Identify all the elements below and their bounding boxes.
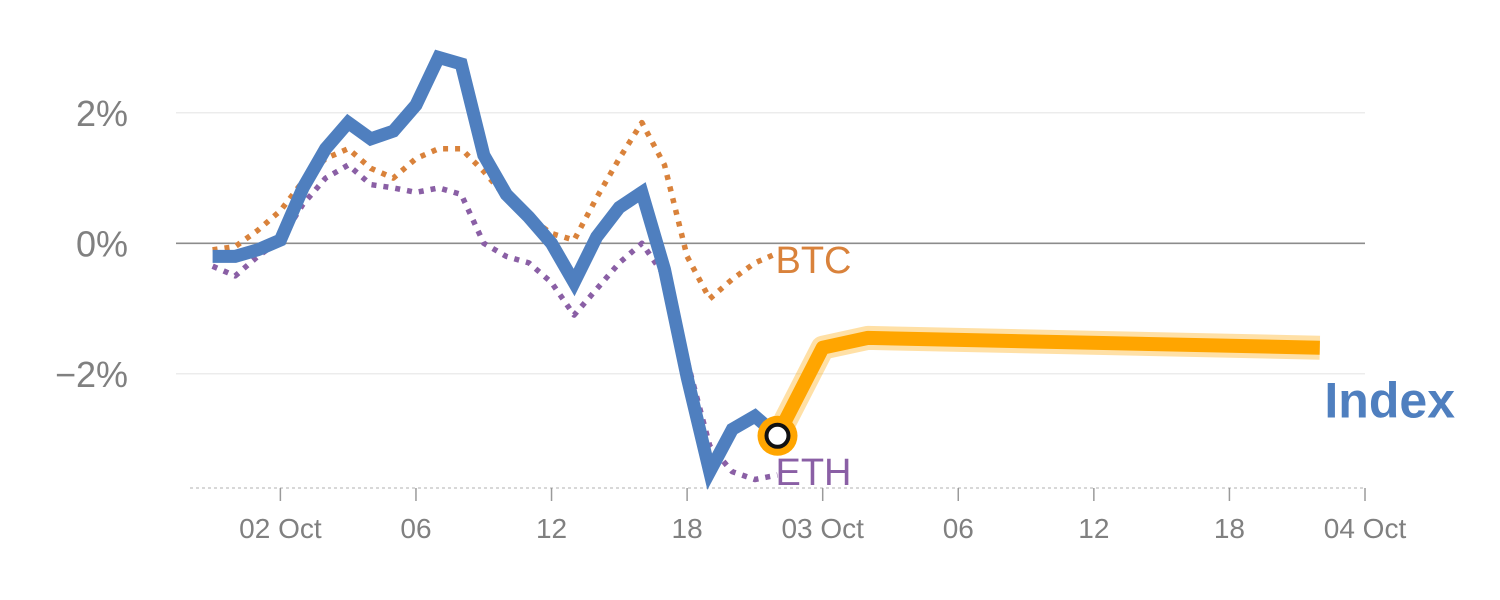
marker-layer [757,415,798,456]
series-layer [211,49,1321,490]
eth-series-label: ETH [776,452,852,494]
marker-point [764,422,791,449]
x-tick-label: 06 [943,513,974,544]
grid-layer [176,112,1365,375]
y-tick-label: −2% [55,354,128,395]
btc-series-label: BTC [776,240,852,282]
x-tick-label: 06 [400,513,431,544]
y-tick-label: 0% [76,223,128,264]
x-tick-label: 02 Oct [239,513,322,544]
x-tick-label: 18 [1214,513,1245,544]
forecast-series-line [771,330,1320,439]
x-tick-label: 03 Oct [781,513,864,544]
x-tick-label: 12 [1078,513,1109,544]
eth-series-line [211,162,779,483]
index-series-line [212,49,782,490]
y-tick-label: 2% [76,93,128,134]
y-axis: 2% 0% −2% [55,93,128,395]
index-series-label: Index [1324,373,1455,429]
x-tick-label: 04 Oct [1324,513,1407,544]
x-tick-label: 12 [536,513,567,544]
x-axis: 02 Oct 06 12 18 03 Oct 06 12 18 04 Oct [190,487,1407,544]
x-tick-label: 18 [672,513,703,544]
